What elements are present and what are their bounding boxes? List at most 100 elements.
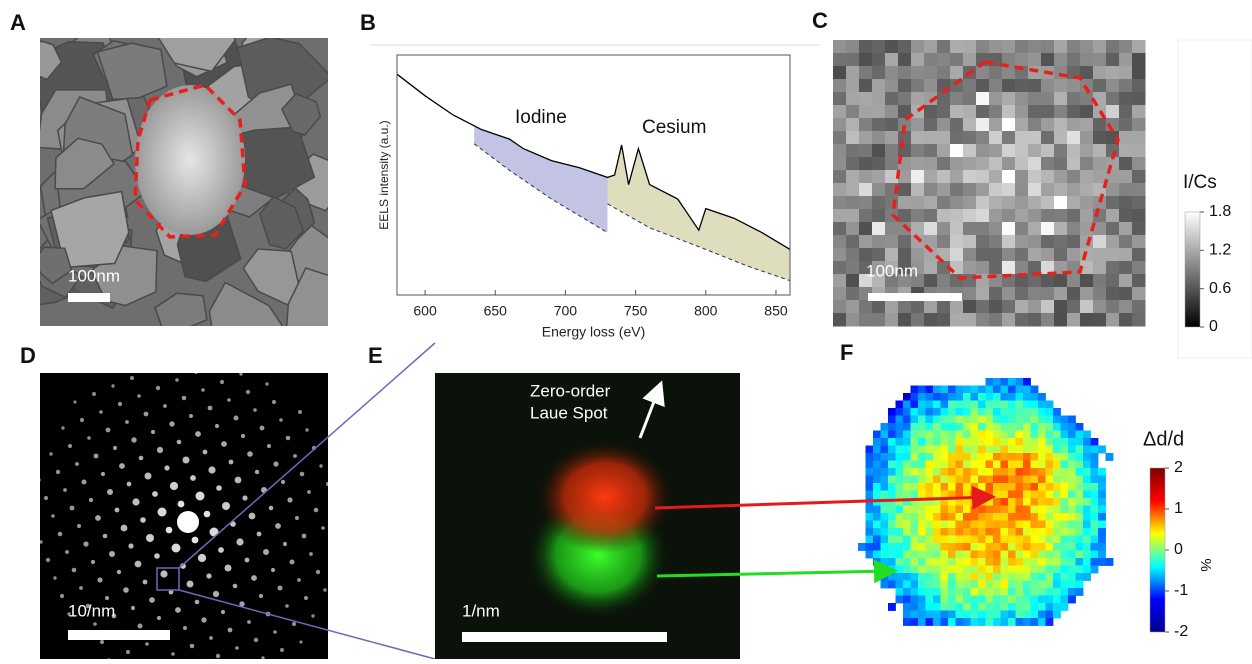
spot	[146, 534, 154, 542]
pixel	[1083, 543, 1091, 551]
spot	[134, 560, 142, 568]
pixel	[948, 543, 956, 551]
pixel	[970, 400, 979, 409]
pixel	[1008, 408, 1016, 416]
pixel	[833, 66, 847, 80]
spot	[73, 400, 77, 404]
pixel	[1067, 183, 1081, 197]
spot	[271, 399, 277, 405]
pixel	[1008, 588, 1016, 596]
pixel	[872, 40, 886, 54]
pixel	[978, 550, 986, 559]
pixel	[888, 505, 896, 514]
pixel	[865, 490, 874, 499]
pixel	[911, 196, 925, 210]
pixel	[970, 528, 979, 536]
pixel	[918, 445, 926, 454]
pixel	[925, 505, 934, 514]
pixel	[1106, 105, 1120, 119]
scale-bar	[462, 632, 667, 642]
pixel	[833, 53, 847, 67]
pixel	[1075, 430, 1084, 439]
pixel	[1053, 565, 1061, 574]
pixel	[903, 400, 911, 409]
pixel	[985, 595, 994, 604]
pixel	[1054, 66, 1068, 80]
pixel	[955, 430, 964, 439]
pixel	[989, 66, 1003, 80]
pixel	[993, 460, 1001, 469]
pixel	[1106, 92, 1120, 106]
spot	[116, 569, 122, 575]
pixel	[1106, 183, 1120, 197]
pixel	[1000, 378, 1009, 386]
pixel	[888, 498, 896, 506]
pixel	[1041, 248, 1055, 262]
pixel	[1106, 222, 1120, 236]
grain	[40, 40, 63, 81]
pixel	[903, 618, 911, 626]
pixel	[978, 400, 986, 409]
pixel	[898, 170, 912, 184]
scale-label: 10/nm	[68, 601, 115, 620]
pixel	[873, 438, 881, 446]
pixel	[970, 513, 979, 521]
spot	[273, 461, 279, 467]
pixel	[888, 460, 896, 469]
pixel	[955, 400, 964, 409]
pixel	[925, 595, 934, 604]
pixel	[1083, 490, 1091, 499]
pixel	[1080, 170, 1094, 184]
pixel	[898, 248, 912, 262]
grain	[285, 267, 328, 326]
pixel	[1060, 550, 1069, 559]
pixel	[955, 505, 964, 514]
pixel	[937, 118, 951, 132]
spot	[242, 495, 248, 501]
pixel	[910, 453, 919, 461]
pixel	[963, 595, 971, 604]
pixel	[833, 157, 847, 171]
pixel	[903, 528, 911, 536]
pixel	[885, 66, 899, 80]
pixel	[933, 498, 941, 506]
spot	[220, 609, 226, 615]
spot	[258, 593, 264, 599]
pixel	[1093, 144, 1107, 158]
pixel	[1093, 79, 1107, 93]
pixel	[1106, 53, 1120, 67]
pixel	[940, 543, 949, 551]
spot	[234, 476, 242, 484]
pixel	[948, 618, 956, 626]
pixel	[989, 209, 1003, 223]
pixel	[1030, 603, 1039, 611]
pixel	[985, 588, 994, 596]
pixel	[1060, 460, 1069, 469]
colorbar-unit: %	[1197, 558, 1214, 571]
pixel	[1002, 183, 1016, 197]
pixel	[859, 274, 873, 288]
pixel	[993, 393, 1001, 401]
pixel	[1054, 300, 1068, 314]
pixel	[903, 393, 911, 401]
pixel	[940, 460, 949, 469]
spot	[180, 563, 186, 569]
pixel	[925, 558, 934, 566]
pixel	[1038, 408, 1046, 416]
pixel	[948, 520, 956, 529]
pixel	[1008, 550, 1016, 559]
pixel	[955, 385, 964, 394]
pixel	[1038, 528, 1046, 536]
pixel	[1080, 105, 1094, 119]
pixel	[1041, 313, 1055, 327]
pixel	[937, 235, 951, 249]
pixel	[1002, 222, 1016, 236]
pixel	[1000, 415, 1009, 424]
pixel	[978, 498, 986, 506]
pixel	[1015, 498, 1024, 506]
pixel	[1038, 438, 1046, 446]
pixel	[1030, 528, 1039, 536]
spot	[65, 550, 69, 554]
scale-label: 1/nm	[462, 601, 500, 620]
pixel	[885, 235, 899, 249]
